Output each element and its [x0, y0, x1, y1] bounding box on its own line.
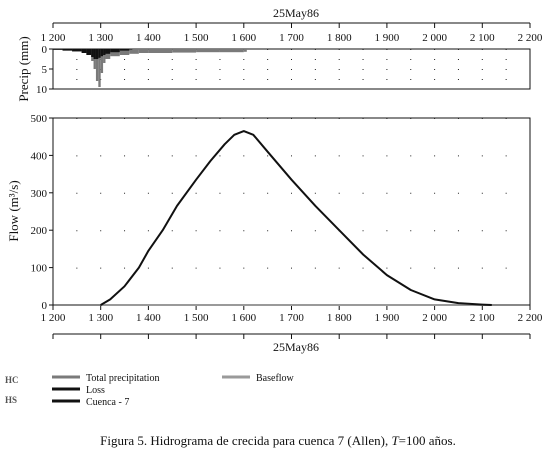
precip-bars — [53, 49, 247, 87]
flow-lines — [100, 130, 492, 306]
precip-x-tick-label: 1 500 — [184, 32, 209, 44]
precip-total-bar — [110, 49, 120, 57]
precip-x-ticks: 1 200 1 300 1 400 1 500 1 600 1 700 1 800 1 900… — [41, 23, 543, 44]
caption-italic-t: T — [391, 433, 399, 448]
bottom-date-label: 25May86 — [273, 340, 319, 354]
precip-total-bar — [219, 49, 244, 53]
precip-y-tick-label: 0 — [42, 44, 48, 56]
precip-x-tick-label: 1 300 — [88, 32, 113, 44]
flow-x-tick-label: 1 700 — [279, 312, 304, 324]
precip-total-bar — [105, 49, 111, 59]
flow-y-tick-label: 400 — [31, 150, 48, 162]
flow-y-tick-label: 200 — [31, 225, 48, 237]
flow-grid — [76, 118, 507, 305]
precip-total-bar — [196, 49, 220, 53]
precip-y-tick-label: 10 — [36, 84, 48, 96]
flow-x-tick-label: 1 500 — [184, 312, 209, 324]
precip-loss-bar — [103, 49, 106, 55]
precip-loss-bar — [95, 49, 99, 59]
flow-y-tick-label: 100 — [31, 263, 48, 275]
flow-x-tick-label: 1 900 — [375, 312, 400, 324]
precip-total-bar — [243, 49, 247, 52]
precip-total-bar — [172, 49, 197, 53]
precip-total-bar — [95, 49, 99, 81]
precip-total-bar — [148, 49, 173, 53]
precip-loss-bar — [129, 49, 133, 50]
legend-corner-mark-hs: HS — [5, 395, 17, 405]
flow-x-tick-label: 1 800 — [327, 312, 352, 324]
precip-loss-bar — [110, 49, 120, 53]
precip-total-bar — [138, 49, 149, 53]
precip-x-tick-label: 2 100 — [470, 32, 495, 44]
legend-label-loss: Loss — [86, 385, 105, 396]
precip-total-bar — [98, 49, 101, 87]
precip-x-tick-label: 1 600 — [231, 32, 256, 44]
precip-loss-bar — [98, 49, 101, 58]
precip-loss-bar — [53, 49, 63, 50]
flow-y-tick-label: 0 — [42, 300, 48, 312]
flow-x-tick-label: 1 300 — [88, 312, 113, 324]
precip-total-bar — [103, 49, 106, 63]
flow-x-tick-label: 2 100 — [470, 312, 495, 324]
precip-loss-bar — [91, 49, 94, 57]
precip-loss-bar — [93, 49, 96, 59]
flow-x-ticks: 1 200 1 300 1 400 1 500 1 600 1 700 1 800 1 900… — [41, 305, 543, 339]
precip-loss-bar — [81, 49, 87, 53]
precip-y-tick-label: 5 — [42, 64, 48, 76]
flow-plot-frame — [52, 117, 531, 306]
precip-total-bar — [119, 49, 130, 55]
caption-suffix: =100 años. — [398, 433, 456, 448]
precip-loss-bar — [105, 49, 111, 54]
precip-x-tick-label: 1 400 — [136, 32, 161, 44]
precip-total-bar — [129, 49, 139, 54]
precip-x-tick-label: 1 800 — [327, 32, 352, 44]
caption-prefix: Figura 5. Hidrograma de crecida para cue… — [100, 433, 392, 448]
precip-loss-bar — [119, 49, 130, 51]
precip-loss-bar — [72, 49, 82, 52]
flow-x-tick-label: 2 200 — [518, 312, 543, 324]
top-date-label: 25May86 — [273, 6, 319, 20]
flow-x-tick-label: 1 600 — [231, 312, 256, 324]
flow-x-tick-label: 1 200 — [41, 312, 66, 324]
precip-x-tick-label: 1 700 — [279, 32, 304, 44]
precip-loss-bar — [62, 49, 73, 51]
flow-y-axis-label: Flow (m³/s) — [6, 180, 21, 241]
legend-label-baseflow: Baseflow — [256, 373, 295, 384]
precip-loss-bar — [86, 49, 92, 55]
flow-y-ticks: 0 100 200 300 400 500 — [31, 113, 53, 312]
precip-total-bar — [100, 49, 104, 73]
precip-y-ticks: 0 5 10 — [36, 44, 53, 96]
flow-x-tick-label: 1 400 — [136, 312, 161, 324]
precip-grid — [76, 49, 507, 89]
legend-label-cuenca-7: Cuenca - 7 — [86, 397, 129, 408]
precip-x-tick-label: 2 200 — [518, 32, 543, 44]
figure-caption: Figura 5. Hidrograma de crecida para cue… — [0, 433, 556, 449]
precip-y-axis-label: Precip (mm) — [16, 36, 31, 101]
precip-x-tick-label: 1 900 — [375, 32, 400, 44]
flow-y-tick-label: 500 — [31, 113, 48, 125]
legend-label-total-precipitation: Total precipitation — [86, 373, 159, 384]
precip-loss-bar — [100, 49, 104, 57]
legend-corner-mark-hc: HC — [5, 375, 19, 385]
precip-x-tick-label: 2 000 — [422, 32, 447, 44]
flow-x-tick-label: 2 000 — [422, 312, 447, 324]
legend: HC HS Total precipitation Loss Cuenca - … — [5, 373, 295, 408]
flow-series-cuenca-7 — [100, 130, 492, 306]
precip-x-tick-label: 1 200 — [41, 32, 66, 44]
flow-y-tick-label: 300 — [31, 188, 48, 200]
